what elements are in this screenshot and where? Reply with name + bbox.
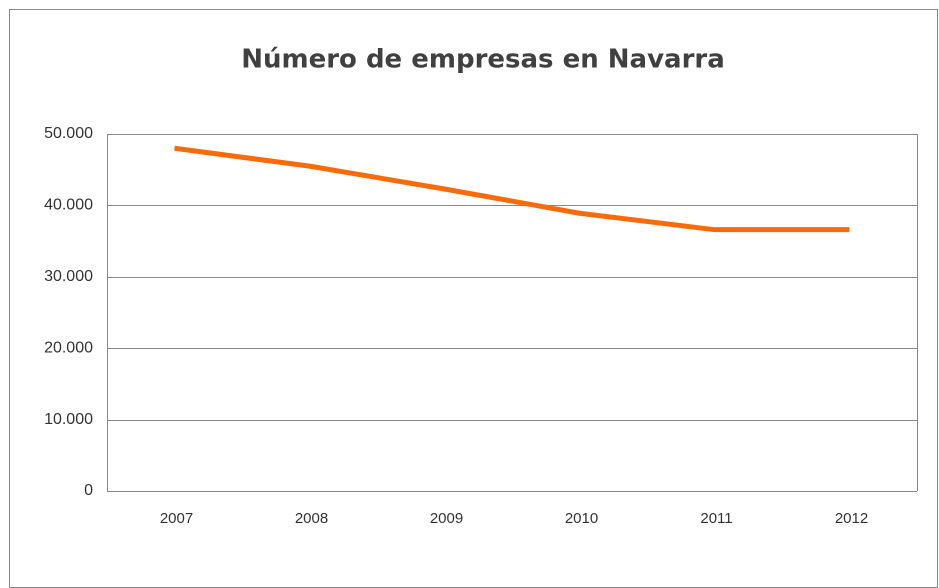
y-tick-label: 40.000 [44, 197, 93, 214]
y-tick-label: 0 [84, 482, 93, 499]
x-tick-label: 2011 [700, 510, 732, 527]
x-tick-label: 2008 [295, 510, 328, 527]
x-tick-label: 2012 [835, 510, 868, 527]
x-tick-label: 2007 [160, 510, 193, 527]
line-series [174, 145, 850, 233]
y-tick-label: 20.000 [44, 339, 93, 356]
chart-border [9, 9, 938, 588]
y-tick-label: 30.000 [44, 268, 93, 285]
x-tick-label: 2010 [565, 510, 598, 527]
chart-title: Número de empresas en Navarra [241, 45, 725, 75]
y-tick-label: 10.000 [44, 411, 93, 428]
x-tick-label: 2009 [430, 510, 463, 527]
y-tick-label: 50.000 [44, 125, 93, 142]
